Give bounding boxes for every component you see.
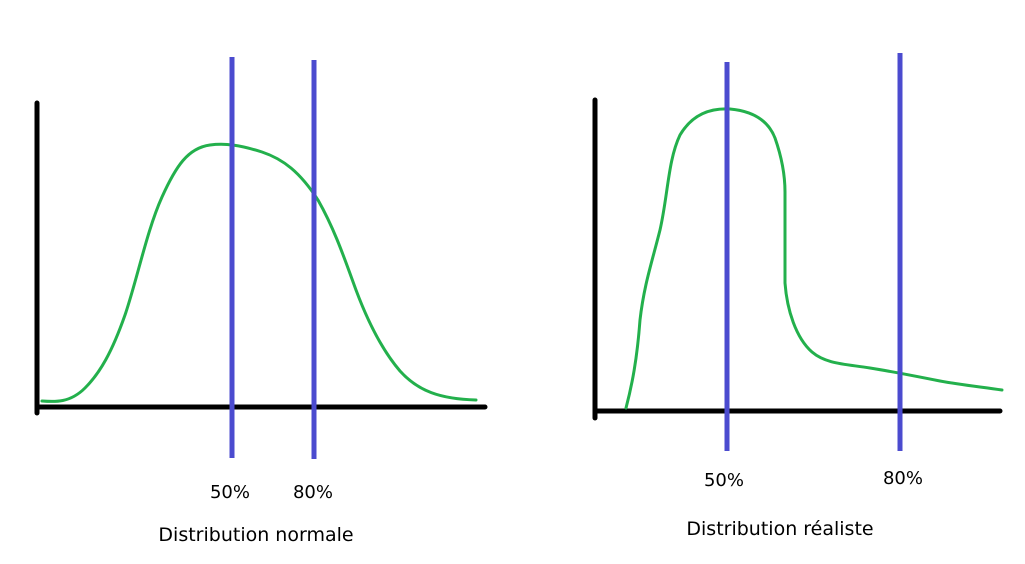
normal-marker-50-label: 50% bbox=[210, 482, 250, 503]
normal-distribution-title: Distribution normale bbox=[158, 524, 353, 546]
realistic-distribution-curve bbox=[624, 107, 1004, 410]
realistic-distribution-panel: 50% 80% Distribution réaliste bbox=[592, 53, 1004, 540]
realistic-marker-50-label: 50% bbox=[704, 470, 744, 491]
normal-distribution-panel: 50% 80% Distribution normale bbox=[34, 57, 488, 546]
realistic-distribution-title: Distribution réaliste bbox=[686, 518, 873, 540]
realistic-marker-80-label: 80% bbox=[883, 468, 923, 489]
normal-distribution-curve bbox=[40, 142, 478, 403]
normal-marker-80-label: 80% bbox=[293, 482, 333, 503]
